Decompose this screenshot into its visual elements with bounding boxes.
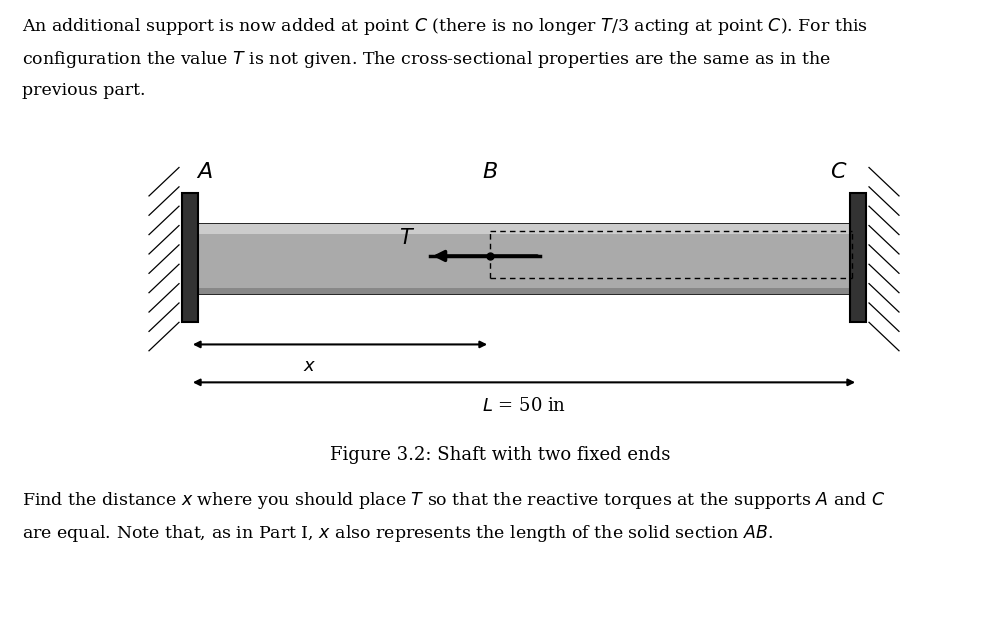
Bar bbox=[195, 288, 855, 294]
Text: $L$ = 50 in: $L$ = 50 in bbox=[482, 397, 566, 415]
Text: previous part.: previous part. bbox=[22, 82, 146, 99]
Text: configuration the value $T$ is not given. The cross-sectional properties are the: configuration the value $T$ is not given… bbox=[22, 49, 831, 70]
Text: $A$: $A$ bbox=[196, 161, 213, 183]
Text: $B$: $B$ bbox=[482, 161, 498, 183]
Text: $T$: $T$ bbox=[399, 228, 415, 248]
Text: An additional support is now added at point $C$ (there is no longer $T$/3 acting: An additional support is now added at po… bbox=[22, 16, 868, 37]
Text: Figure 3.2: Shaft with two fixed ends: Figure 3.2: Shaft with two fixed ends bbox=[330, 446, 670, 463]
Bar bbox=[850, 193, 866, 322]
Text: Find the distance $x$ where you should place $T$ so that the reactive torques at: Find the distance $x$ where you should p… bbox=[22, 490, 886, 511]
Bar bbox=[195, 224, 855, 234]
Bar bbox=[182, 193, 198, 322]
Text: $C$: $C$ bbox=[830, 161, 847, 183]
Bar bbox=[195, 224, 855, 294]
Text: $x$: $x$ bbox=[303, 357, 317, 375]
Text: are equal. Note that, as in Part I, $x$ also represents the length of the solid : are equal. Note that, as in Part I, $x$ … bbox=[22, 523, 773, 544]
